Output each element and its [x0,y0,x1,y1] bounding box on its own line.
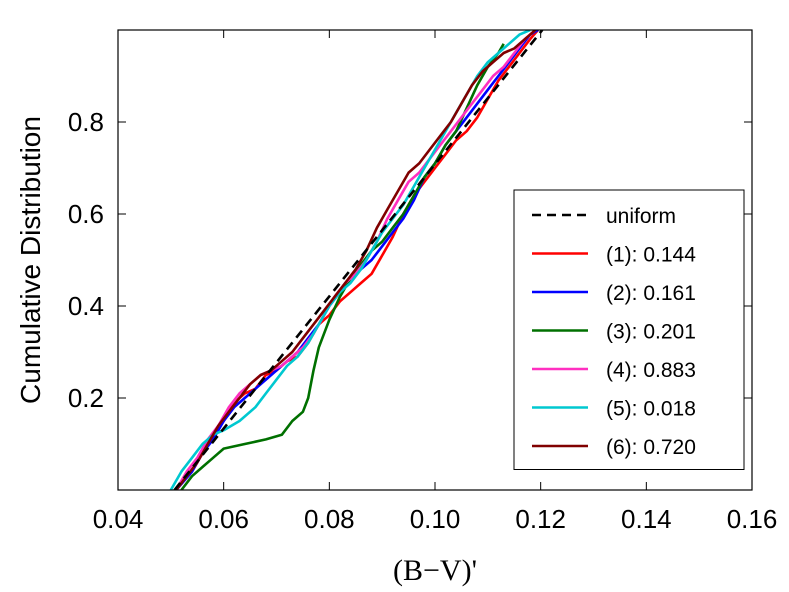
x-tick-label: 0.12 [515,504,566,534]
series-line-4 [174,30,537,490]
x-axis-title: (B−V)' [393,554,477,587]
y-tick-label: 0.4 [68,291,104,321]
uniform-reference-line [173,30,544,490]
x-tick-label: 0.08 [304,504,355,534]
legend-label: (4): 0.883 [606,359,696,382]
legend-label: (2): 0.161 [606,282,696,305]
legend-label: uniform [606,205,676,228]
legend-label: (3): 0.201 [606,321,696,344]
x-tick-label: 0.06 [198,504,249,534]
x-tick-label: 0.14 [621,504,672,534]
x-tick-label: 0.16 [727,504,778,534]
series-line-3 [180,43,505,490]
legend: uniform (1): 0.144 (2): 0.161 (3): 0.201 (4)… [513,189,745,470]
ticks-layer: 0.04 0.06 0.08 0.10 0.12 0.14 0.16 0.2 0.4 0.6 0.8 [68,30,777,534]
y-tick-label: 0.8 [68,107,104,137]
x-tick-label: 0.04 [93,504,144,534]
legend-label: (6): 0.720 [606,436,696,459]
series-line-6 [175,30,537,490]
y-tick-label: 0.2 [68,383,104,413]
legend-label: (1): 0.144 [606,244,696,267]
x-tick-label: 0.10 [410,504,461,534]
series-layer [169,30,544,490]
y-tick-label: 0.6 [68,199,104,229]
y-axis-title: Cumulative Distribution [15,116,46,404]
legend-label: (5): 0.018 [606,398,696,421]
